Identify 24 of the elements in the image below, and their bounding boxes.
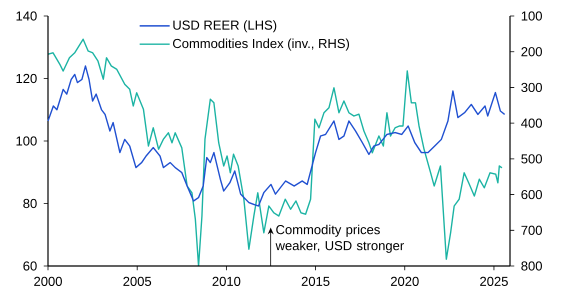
- line-series: [47, 65, 506, 207]
- legend-label: USD REER (LHS): [173, 20, 276, 32]
- y2-tick-label: 200: [521, 47, 542, 56]
- y-tick-label: 100: [16, 136, 37, 146]
- y2-tick-label: 500: [521, 154, 542, 164]
- y2-tick-label: 800: [521, 261, 542, 271]
- x-tick-label: 2020: [390, 276, 419, 286]
- x-tick-label: 2000: [34, 276, 62, 286]
- legend-label: Commodities Index (inv., RHS): [173, 38, 349, 51]
- line-series: [48, 38, 503, 266]
- y2-tick-label: 400: [521, 118, 542, 128]
- x-tick-label: 2025: [480, 276, 508, 286]
- x-tick-label: 2015: [302, 276, 330, 286]
- y2-tick-label: 300: [521, 82, 542, 92]
- y-tick-label: 140: [16, 11, 37, 21]
- y-tick-label: 60: [23, 261, 37, 271]
- y2-tick-label: 600: [521, 190, 542, 200]
- y2-tick-label: 700: [521, 226, 542, 235]
- annotation: Commodity prices weaker, USD stronger: [276, 224, 404, 253]
- y2-tick-label: 100: [522, 11, 542, 21]
- x-tick-label: 2005: [123, 276, 152, 286]
- x-tick-label: 2010: [212, 276, 240, 286]
- y-tick-label: 80: [23, 198, 37, 208]
- y-tick-label: 120: [16, 74, 37, 84]
